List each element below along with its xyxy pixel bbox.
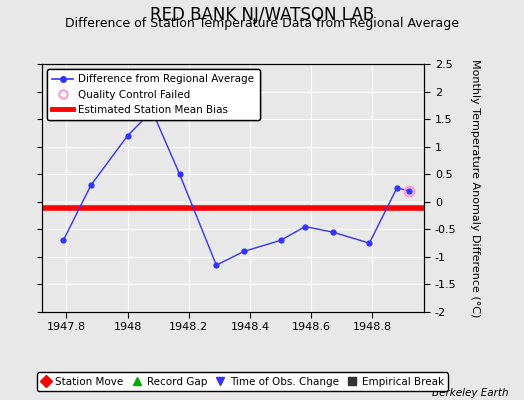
Text: RED BANK NJ/WATSON LAB: RED BANK NJ/WATSON LAB xyxy=(150,6,374,24)
Text: Berkeley Earth: Berkeley Earth xyxy=(432,388,508,398)
Legend: Difference from Regional Average, Quality Control Failed, Estimated Station Mean: Difference from Regional Average, Qualit… xyxy=(47,69,259,120)
Text: Difference of Station Temperature Data from Regional Average: Difference of Station Temperature Data f… xyxy=(65,17,459,30)
Y-axis label: Monthly Temperature Anomaly Difference (°C): Monthly Temperature Anomaly Difference (… xyxy=(471,59,481,317)
Legend: Station Move, Record Gap, Time of Obs. Change, Empirical Break: Station Move, Record Gap, Time of Obs. C… xyxy=(37,372,448,391)
